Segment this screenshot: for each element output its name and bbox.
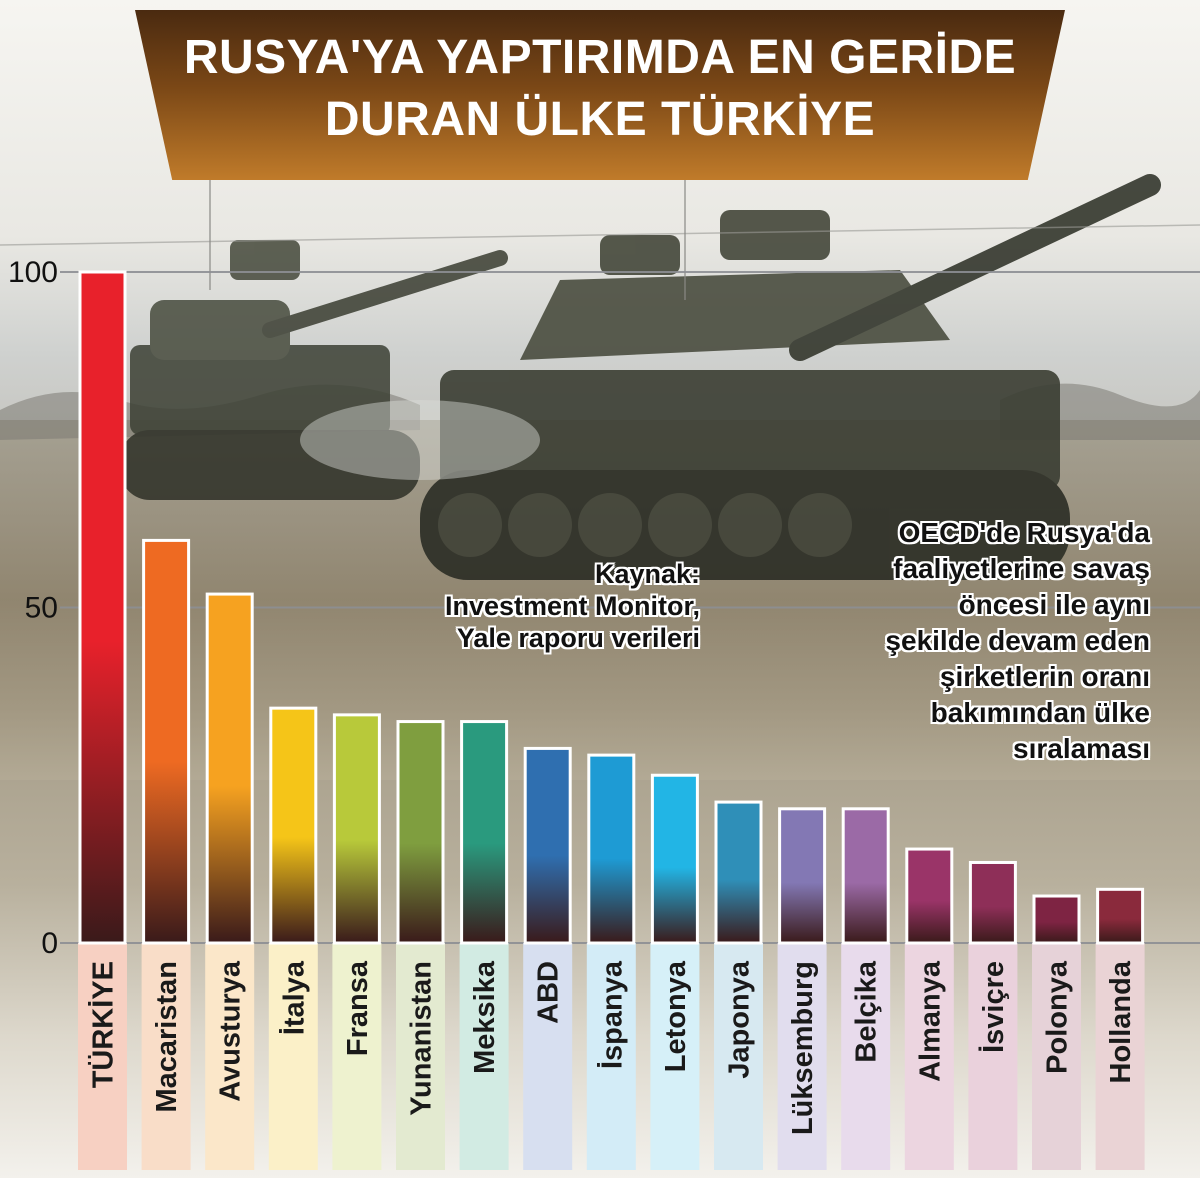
category-label: Macaristan [151, 961, 183, 1113]
category-label-background [650, 943, 700, 1170]
bar [78, 270, 127, 945]
source-line: Investment Monitor, [444, 591, 700, 621]
bar [205, 592, 254, 945]
description-line: bakımından ülke [930, 697, 1150, 728]
category-label: İtalya [278, 960, 310, 1035]
bar [778, 807, 827, 945]
category-label-background [332, 943, 382, 1170]
category-label-background [1095, 943, 1145, 1170]
category-label-background [205, 943, 255, 1170]
category-label-background [268, 943, 318, 1170]
y-tick-label: 0 [41, 927, 58, 960]
category-label: Polonya [1042, 960, 1074, 1074]
category-label: Avusturya [215, 960, 247, 1102]
chart-title-line-1: RUSYA'YA YAPTIRIMDA EN GERİDE [183, 31, 1017, 84]
category-label-background [396, 943, 445, 1170]
category-label: Letonya [660, 960, 692, 1072]
category-label: Hollanda [1105, 960, 1137, 1083]
category-label-background [968, 943, 1018, 1170]
bar [396, 720, 445, 945]
description-line: öncesi ile aynı [958, 589, 1150, 620]
category-label-background [586, 943, 636, 1170]
category-label-background [714, 943, 763, 1170]
category-label-background [459, 943, 509, 1170]
category-label: Belçika [851, 960, 883, 1062]
category-label-background [523, 943, 573, 1170]
category-label-background [777, 943, 827, 1170]
category-label: Meksika [469, 960, 501, 1074]
category-label: ABD [533, 961, 565, 1024]
source-note: Kaynak: Investment Monitor, Yale raporu … [380, 558, 700, 654]
bar [714, 800, 763, 945]
category-label: İspanya [596, 960, 628, 1069]
category-label: Yunanistan [406, 961, 438, 1116]
category-label: Almanya [914, 960, 946, 1082]
bar [332, 713, 381, 945]
y-tick-label: 100 [8, 256, 58, 289]
bar [269, 706, 318, 945]
description-line: sıralaması [1013, 733, 1150, 764]
category-label: Fransa [342, 960, 374, 1056]
bar [1032, 894, 1081, 945]
bar [968, 860, 1017, 945]
category-label-background [904, 943, 954, 1170]
y-tick-label: 50 [25, 592, 58, 625]
category-label: TÜRKİYE [87, 961, 120, 1088]
bar [523, 746, 572, 945]
category-label-background [141, 943, 191, 1170]
source-line: Yale raporu verileri [456, 623, 700, 653]
bar [905, 847, 954, 945]
bar [1096, 887, 1145, 945]
right-tank-shape [420, 174, 1161, 580]
category-label: İsviçre [978, 961, 1010, 1053]
bar [460, 720, 509, 945]
description-line: OECD'de Rusya'da [898, 517, 1150, 548]
source-line: Kaynak: [594, 559, 700, 589]
category-label-background [841, 943, 891, 1170]
bar [587, 753, 636, 945]
description-line: faaliyetlerine savaş [893, 553, 1150, 584]
category-label: Japonya [724, 960, 756, 1079]
category-label-background [1032, 943, 1081, 1170]
description-line: şekilde devam eden [885, 625, 1150, 656]
description-line: şirketlerin oranı [939, 661, 1150, 692]
title-banner [135, 10, 1065, 180]
bar [142, 538, 191, 945]
bar [841, 807, 890, 945]
category-label-background [78, 943, 127, 1170]
category-label: Lüksemburg [787, 961, 819, 1135]
chart-title-line-2: DURAN ÜLKE TÜRKİYE [324, 93, 876, 146]
bar [650, 773, 699, 945]
chart-description: OECD'de Rusya'da faaliyetlerine savaş ön… [790, 515, 1150, 767]
left-tank-shape [120, 240, 508, 500]
